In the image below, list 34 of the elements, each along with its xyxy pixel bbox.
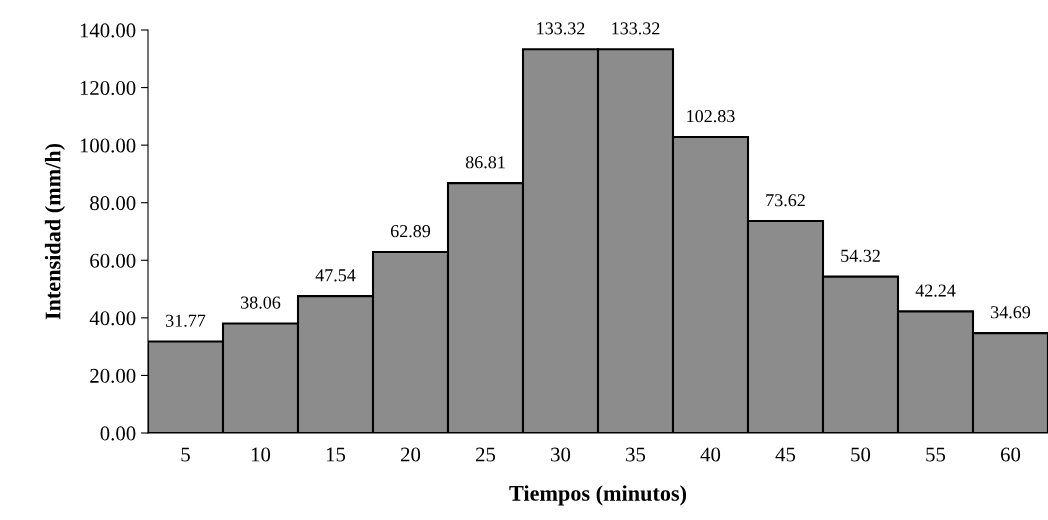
- x-tick-label: 45: [775, 447, 796, 462]
- x-tick-label: 15: [326, 447, 346, 462]
- data-label: 62.89: [390, 225, 431, 238]
- x-tick-label: 50: [851, 447, 871, 462]
- data-label: 54.32: [841, 249, 880, 262]
- data-label: 86.81: [465, 156, 505, 169]
- data-label: 73.62: [766, 194, 805, 207]
- y-tick-label: 60.00: [90, 253, 136, 268]
- y-tick-label: 40.00: [89, 311, 136, 326]
- x-tick-label: 25: [476, 447, 496, 462]
- y-tick-label: 80.00: [90, 196, 136, 211]
- x-axis-title: Tiempos (minutos): [509, 485, 687, 506]
- data-label: 133.32: [612, 22, 660, 35]
- data-label: 102.83: [687, 110, 735, 123]
- data-label: 34.69: [991, 306, 1031, 319]
- x-tick-label: 40: [700, 447, 721, 462]
- x-tick-label: 60: [1000, 447, 1021, 462]
- data-label: 47.54: [315, 269, 356, 282]
- y-tick-label: 0.00: [100, 426, 136, 441]
- x-tick-label: 10: [251, 447, 271, 462]
- x-tick-label: 20: [401, 447, 421, 462]
- y-tick-label: 140.00: [80, 23, 136, 38]
- data-label: 42.24: [915, 284, 956, 297]
- data-label: 133.32: [537, 22, 585, 35]
- x-tick-label: 5: [181, 447, 190, 462]
- y-axis-title: Intensidad (mm/h): [44, 143, 66, 320]
- x-tick-label: 30: [551, 447, 571, 462]
- data-label: 31.77: [166, 314, 206, 327]
- x-tick-label: 35: [626, 447, 646, 462]
- data-label: 38.06: [241, 296, 281, 309]
- y-tick-label: 100.00: [80, 138, 136, 153]
- y-tick-label: 120.00: [80, 80, 136, 96]
- x-tick-label: 55: [926, 447, 946, 462]
- y-tick-label: 20.00: [90, 368, 136, 383]
